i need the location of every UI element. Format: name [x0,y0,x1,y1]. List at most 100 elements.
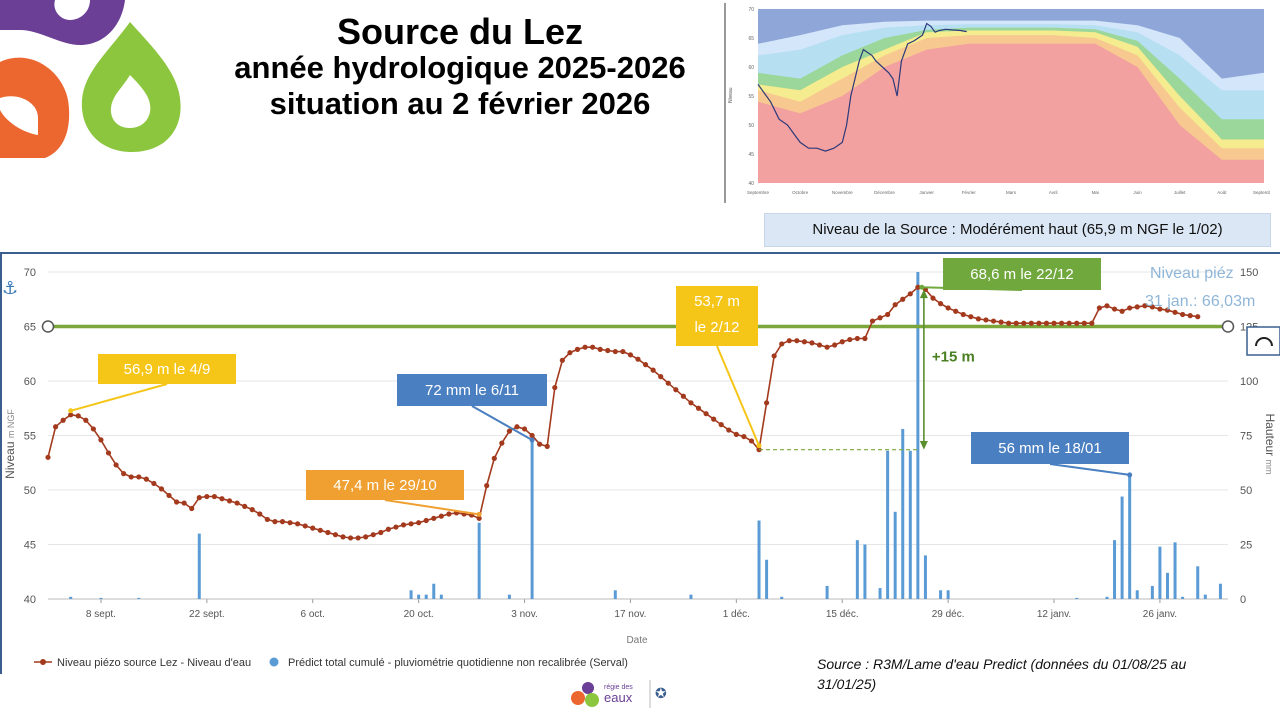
level-point [612,348,618,355]
reference-handle-right[interactable] [1221,320,1235,333]
level-point [529,432,535,439]
callout-label: 68,6 m le 22/12 [970,266,1073,283]
level-point [688,400,694,406]
rain-bar [613,590,617,599]
level-point [650,367,656,373]
mini-x-tick-label: Octobre [792,190,809,195]
level-point [499,440,505,446]
callout-box [98,354,236,384]
rain-bar [432,583,436,599]
level-point [1089,320,1095,326]
rain-bar [780,596,784,599]
callout-box [676,286,758,346]
level-point [620,348,626,355]
level-point [1172,309,1178,315]
level-point [521,426,528,432]
x-tick-label: 20 oct. [404,609,434,620]
rain-bar [507,594,511,599]
mini-level-line [757,22,967,152]
mini-x-tick-label: Novembre [832,190,853,195]
page-subtitle-year: année hydrologique 2025-2026 [234,50,686,85]
level-point [302,523,308,529]
level-point [385,526,391,532]
rain-bar [1173,542,1177,599]
level-point [960,311,966,318]
level-point [590,344,596,350]
mini-x-tick-label: Mai [1092,190,1099,195]
callout-label: 56,9 m le 4/9 [124,361,211,378]
level-point [347,535,354,541]
y-axis-label: Niveau m NGF [3,409,17,479]
rain-bar [1135,590,1139,599]
level-point [869,318,876,324]
level-point [340,534,346,540]
rain-bar [757,520,761,599]
level-point [711,416,717,422]
y-tick-label: 60 [24,376,36,388]
level-point [847,336,853,343]
rain-bar [765,559,769,599]
level-point [204,493,210,500]
level-point [968,314,974,320]
level-point [635,356,641,362]
level-point [90,426,96,432]
annotation-callout: 56 mm le 18/01 [971,432,1133,478]
level-point [1021,320,1027,326]
x-tick-label: 3 nov. [511,609,538,620]
envelope-band [758,43,1264,183]
level-point [642,362,649,368]
level-point [272,519,278,525]
level-point [279,519,286,525]
rain-bar [197,533,201,599]
callout-label: 53,7 m [694,293,740,310]
level-point [809,340,815,346]
side-widget-button[interactable] [1246,326,1280,356]
level-point [310,525,316,531]
rain-bar [409,590,413,599]
level-point [408,521,414,527]
rain-bar [439,594,443,599]
level-point [718,422,724,428]
rain-bar [69,596,73,599]
level-point [1028,320,1034,326]
level-point [658,374,664,380]
level-point [877,315,883,321]
rain-bar [1181,596,1185,599]
level-point [537,441,543,447]
callout-box [943,258,1101,290]
level-point [189,505,195,512]
logo-purple-shape [0,0,125,45]
level-point [832,342,838,348]
level-point [423,517,429,524]
footer-logo-text2: eaux [604,690,633,705]
level-point [128,474,134,480]
level-point [665,380,671,386]
x-tick-label: 17 nov. [614,609,646,620]
level-point [1036,320,1042,326]
level-point [151,480,157,487]
level-point [1142,303,1148,309]
level-point [824,344,830,350]
level-point [937,301,944,307]
page-title: Source du Lez [336,11,584,52]
level-point [582,344,588,350]
level-point [173,499,180,505]
rain-bar [1165,572,1169,599]
mini-y-tick-label: 70 [748,7,754,13]
level-point [416,520,422,526]
level-point [1195,314,1201,320]
level-point [567,350,573,356]
callout-pointer [384,499,480,516]
callout-pointer [716,345,760,447]
reference-handle-left[interactable] [41,320,55,333]
logo-purple-hole [54,0,90,20]
level-point [332,532,339,538]
level-point [136,474,142,480]
y2-tick-label: 75 [1240,431,1252,443]
level-point [166,492,172,499]
x-tick-label: 29 déc. [932,609,965,620]
rain-bar [1218,583,1222,599]
rain-bar [825,585,829,599]
source-note: Source : R3M/Lame d'eau Predict (données… [817,654,1257,694]
